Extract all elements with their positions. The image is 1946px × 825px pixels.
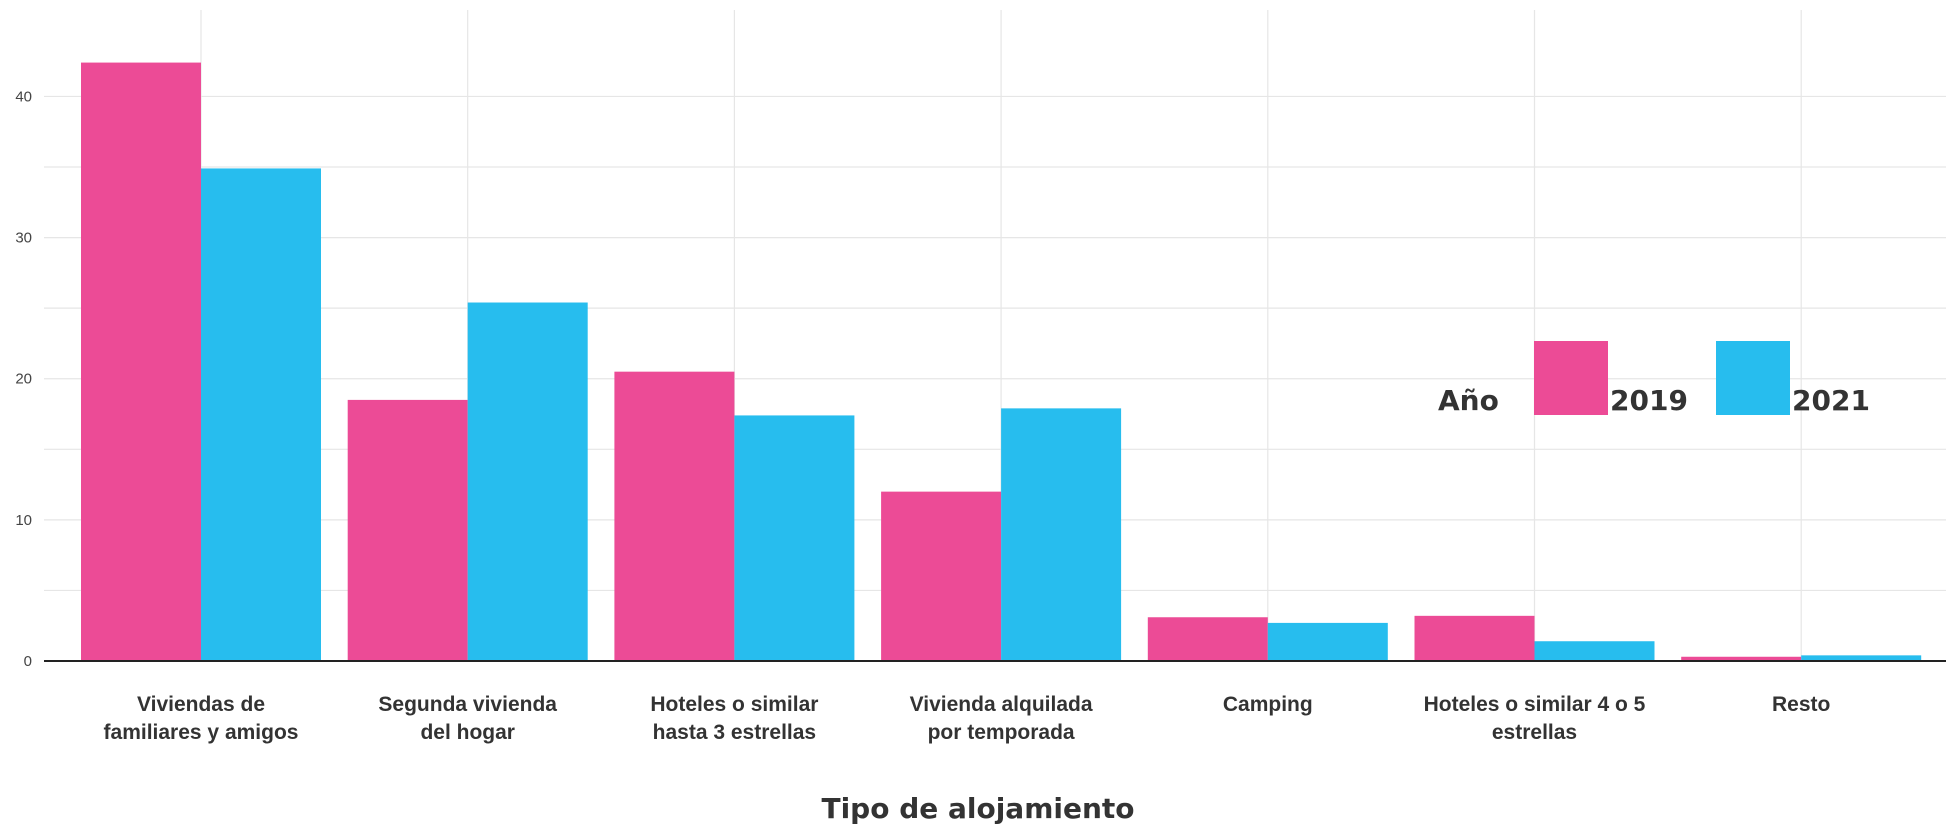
bar-2019-1 xyxy=(81,62,201,662)
y-axis-ticks: 0 10 20 30 40 xyxy=(15,88,32,670)
bar-2021-3 xyxy=(734,415,855,661)
y-tick-label: 30 xyxy=(15,230,32,247)
y-tick-label: 10 xyxy=(15,512,32,529)
bar-2021-1 xyxy=(201,168,321,662)
x-tick-label: Viviendas de familiares y amigos xyxy=(104,693,299,744)
legend-label-2019: 2019 xyxy=(1610,384,1688,417)
x-tick-label: Segunda vivienda del hogar xyxy=(378,693,557,744)
x-axis-ticks: Viviendas de familiares y amigos Segunda v… xyxy=(104,693,1831,744)
y-tick-label: 0 xyxy=(24,653,32,670)
y-tick-label: 20 xyxy=(15,371,32,388)
bar-2021-4 xyxy=(1001,408,1122,661)
legend-title: Año xyxy=(1438,384,1499,417)
bar-2019-2 xyxy=(347,399,468,661)
legend-swatch-2019 xyxy=(1534,341,1608,415)
bar-2021-5 xyxy=(1267,622,1388,661)
x-tick-label: Camping xyxy=(1223,693,1313,716)
x-tick-label: Hoteles o similar hasta 3 estrellas xyxy=(650,693,818,744)
x-axis-title: Tipo de alojamiento xyxy=(821,792,1134,825)
legend-label-2021: 2021 xyxy=(1792,384,1870,417)
legend: Año 2019 2021 xyxy=(1438,341,1870,417)
bar-2019-5 xyxy=(1147,617,1268,661)
bar-2019-6 xyxy=(1414,615,1535,661)
bar-2021-7 xyxy=(1801,655,1922,661)
bar-2019-7 xyxy=(1681,656,1802,661)
bar-2021-6 xyxy=(1534,641,1655,661)
bar-2021-2 xyxy=(467,302,588,661)
bar-2019-4 xyxy=(881,491,1002,661)
bar-2019-3 xyxy=(614,371,735,661)
x-tick-label: Vivienda alquilada por temporada xyxy=(910,693,1093,744)
x-tick-label: Resto xyxy=(1772,693,1830,716)
y-tick-label: 40 xyxy=(15,88,32,105)
legend-swatch-2021 xyxy=(1716,341,1790,415)
bars xyxy=(81,62,1922,662)
x-tick-label: Hoteles o similar 4 o 5 estrellas xyxy=(1424,693,1646,744)
